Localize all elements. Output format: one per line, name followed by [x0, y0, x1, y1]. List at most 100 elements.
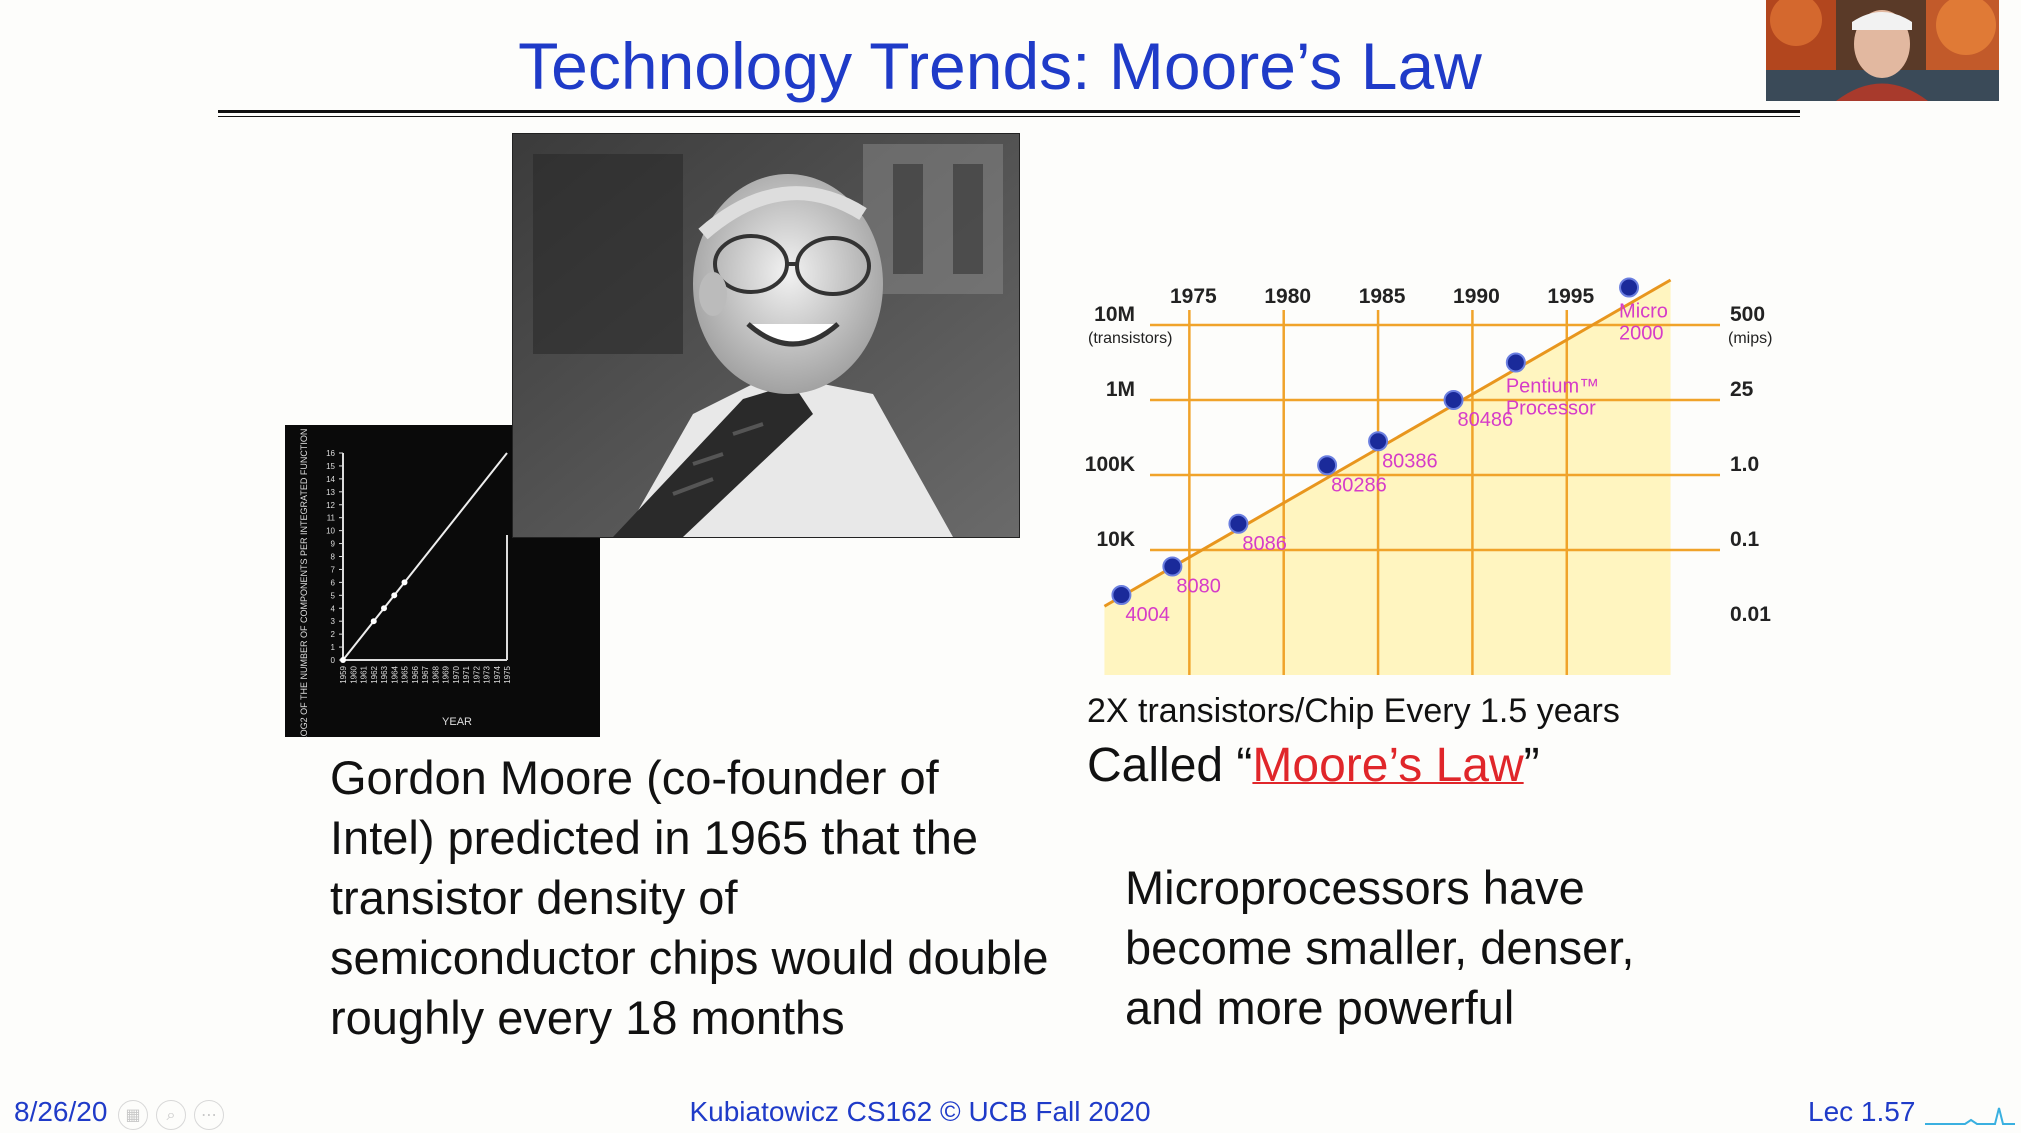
chart-caption: 2X transistors/Chip Every 1.5 years	[1087, 692, 1620, 730]
plot-y-tick-label: 10	[326, 527, 335, 536]
chart-x-tick: 1990	[1453, 285, 1500, 308]
plot-y-tick-label: 4	[331, 604, 336, 613]
chart-x-tick: 1980	[1264, 285, 1311, 308]
plot-xlabel: YEAR	[442, 716, 472, 728]
title-underline-thin	[218, 116, 1800, 117]
plot-point	[391, 592, 398, 599]
plot-ylabel: LOG2 OF THE NUMBER OF COMPONENTS PER INT…	[299, 429, 309, 737]
audio-level-icon	[1925, 1107, 2015, 1125]
title-underline	[218, 110, 1800, 113]
plot-x-tick-label: 1968	[431, 665, 440, 683]
plot-point	[381, 605, 387, 612]
plot-x-tick-label: 1966	[411, 665, 420, 683]
moores-law-link[interactable]: Moore’s Law	[1252, 739, 1524, 792]
plot-y-tick-label: 8	[331, 553, 336, 562]
plot-x-tick-label: 1962	[370, 665, 379, 683]
chart-x-tick: 1995	[1547, 285, 1594, 308]
plot-y-tick-label: 1	[331, 643, 336, 652]
called-prefix: Called “	[1087, 739, 1253, 792]
plot-y-tick-label: 13	[326, 488, 335, 497]
microprocessors-text: Microprocessors have become smaller, den…	[1125, 861, 1635, 1034]
chart-point-label: 80286	[1331, 474, 1387, 496]
chart-area-fill	[1104, 280, 1671, 675]
chart-x-tick: 1975	[1170, 285, 1217, 308]
more-icon[interactable]: ⋯	[194, 1100, 224, 1130]
plot-y-tick-label: 2	[331, 630, 336, 639]
chart-y-right-tick: 0.01	[1730, 603, 1771, 626]
zoom-icon[interactable]: ⌕	[156, 1100, 186, 1130]
plot-y-tick-label: 11	[327, 514, 336, 523]
chart-y-right-tick: 0.1	[1730, 528, 1760, 551]
plot-point	[401, 579, 408, 586]
plot-x-tick-label: 1965	[401, 665, 410, 683]
chart-x-tick: 1985	[1359, 285, 1406, 308]
slides-icon[interactable]: ▦	[118, 1100, 148, 1130]
plot-x-tick-label: 1961	[360, 665, 369, 683]
chart-y-left-units: (transistors)	[1088, 330, 1172, 347]
chart-point-label: 8086	[1242, 533, 1287, 555]
chart-point-label: 8080	[1176, 576, 1221, 598]
chart-y-left-tick: 10K	[1096, 528, 1135, 551]
plot-y-tick-label: 5	[331, 591, 336, 600]
plot-y-tick-label: 12	[326, 501, 335, 510]
plot-y-tick-label: 6	[331, 578, 336, 587]
plot-point	[340, 657, 346, 663]
footer-date: 8/26/20	[14, 1096, 108, 1127]
slide-title: Technology Trends: Moore’s Law	[518, 29, 1482, 103]
called-moores-law: Called “Moore’s Law”	[1087, 738, 1540, 793]
plot-y-tick-label: 7	[331, 565, 336, 574]
plot-x-tick-label: 1975	[503, 665, 512, 683]
chart-point	[1368, 431, 1389, 452]
chart-point-label: 80386	[1382, 450, 1438, 472]
chart-point	[1317, 455, 1338, 476]
plot-x-tick-label: 1960	[349, 665, 358, 683]
chart-point-label-line: Micro	[1619, 301, 1668, 323]
gordon-moore-text: Gordon Moore (co-founder of Intel) predi…	[330, 751, 1049, 1044]
plot-trend-line	[342, 452, 508, 661]
plot-x-tick-label: 1964	[390, 665, 399, 683]
chart-y-right-tick: 500	[1730, 303, 1765, 326]
chart-point-label-line: Pentium™	[1506, 376, 1599, 398]
chart-point-label-line: 2000	[1619, 323, 1664, 345]
plot-x-tick-label: 1972	[472, 665, 481, 683]
plot-x-tick-label: 1959	[339, 665, 348, 683]
chart-y-left-tick: 100K	[1085, 453, 1135, 476]
plot-y-tick-label: 3	[331, 617, 336, 626]
plot-y-tick-label: 15	[326, 462, 335, 471]
chart-y-right-tick: 1.0	[1730, 453, 1759, 476]
slide-toolbar: ▦ ⌕ ⋯	[118, 1100, 224, 1132]
chart-point-label: 4004	[1125, 604, 1170, 626]
plot-y-tick-label: 0	[331, 656, 336, 665]
plot-y-tick-label: 16	[326, 449, 335, 458]
chart-point-label: 80486	[1458, 409, 1514, 431]
chart-point	[1111, 585, 1132, 605]
called-suffix: ”	[1523, 739, 1540, 792]
plot-x-tick-label: 1963	[380, 665, 389, 683]
plot-point	[370, 618, 377, 625]
plot-x-tick-label: 1973	[483, 665, 492, 683]
plot-x-tick-label: 1971	[462, 665, 471, 683]
chart-point	[1619, 277, 1640, 298]
plot-y-tick-label: 9	[331, 540, 336, 549]
gordon-moore-photo	[512, 133, 1020, 538]
chart-y-right-tick: 25	[1730, 378, 1754, 401]
chart-point-label: Micro 2000	[1619, 301, 1668, 345]
chart-point	[1443, 390, 1464, 410]
footer-slide-number: Lec 1.57	[1808, 1096, 1916, 1127]
plot-x-tick-label: 1970	[452, 665, 461, 683]
plot-x-tick-label: 1974	[493, 665, 502, 683]
chart-y-left-tick: 10M	[1094, 303, 1135, 326]
chart-point	[1505, 352, 1526, 373]
chart-point-label-line: Processor	[1506, 398, 1596, 420]
moores-law-chart: 10M 1M 100K 10K (transistors) 500 25 1.0 0.1 0.01…	[1040, 270, 1772, 680]
chart-y-right-units: (mips)	[1728, 330, 1772, 347]
plot-y-tick-label: 14	[326, 475, 335, 484]
footer-course: Kubiatowicz CS162 © UCB Fall 2020	[689, 1096, 1151, 1127]
plot-x-tick-label: 1967	[421, 665, 430, 683]
chart-point-label: Pentium™ Processor	[1506, 376, 1599, 420]
plot-x-tick-label: 1969	[442, 665, 451, 683]
presenter-webcam[interactable]	[1766, 0, 1999, 101]
chart-point	[1162, 556, 1183, 577]
chart-y-left-tick: 1M	[1106, 378, 1135, 401]
chart-point	[1228, 513, 1249, 534]
